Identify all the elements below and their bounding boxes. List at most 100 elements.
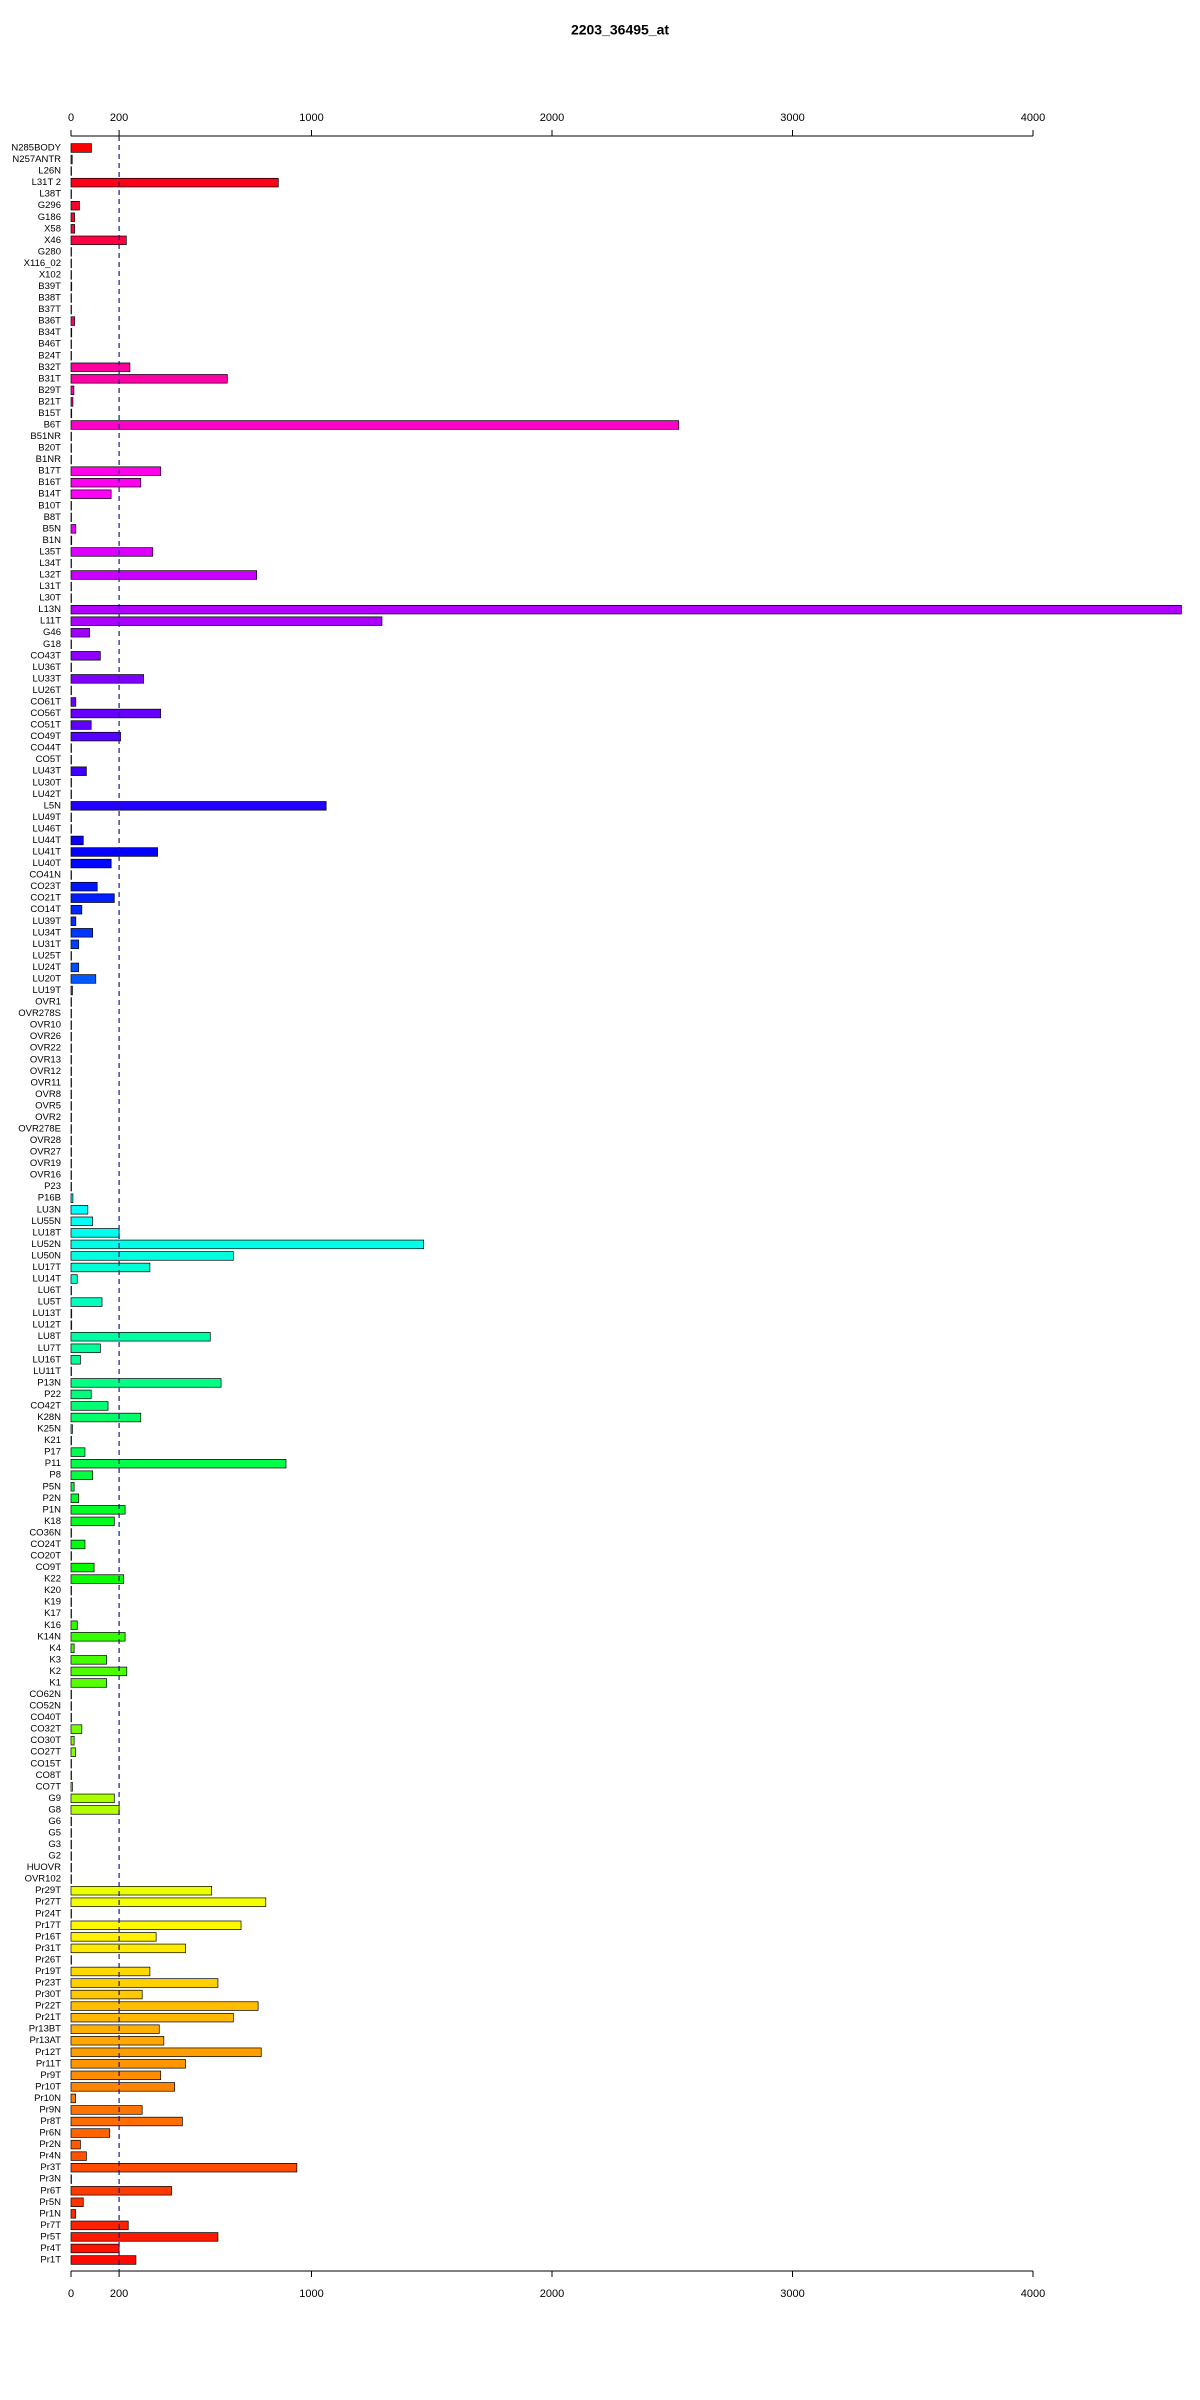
bar (70, 1620, 78, 1630)
y-tick-label: Pr31T (35, 1943, 61, 1954)
y-tick-label: CO8T (36, 1770, 62, 1781)
y-tick-label: G8 (48, 1804, 61, 1815)
bar (70, 1389, 92, 1400)
y-tick-label: B46T (38, 339, 61, 350)
bar (70, 616, 383, 626)
y-tick-label: B1NR (36, 454, 61, 465)
y-tick-label: Pr8T (40, 2116, 61, 2127)
bar (70, 881, 98, 892)
y-tick-label: B5N (43, 523, 62, 534)
y-tick-label: K17 (44, 1608, 61, 1619)
bar (70, 651, 101, 661)
y-tick-label: K28N (37, 1412, 61, 1423)
y-tick-label: Pr19T (35, 1966, 61, 1977)
bar (70, 1424, 73, 1434)
y-tick-label: Pr12T (35, 2047, 61, 2058)
y-tick-label: B8T (44, 512, 62, 523)
bar (70, 2024, 160, 2034)
y-tick-label: P23 (44, 1181, 61, 1192)
bar (70, 939, 80, 950)
bar (70, 2105, 143, 2115)
bar (70, 1966, 151, 1977)
bar (70, 1262, 151, 1273)
bar (70, 1932, 157, 1942)
bar (70, 570, 258, 580)
x-tick-label: 3000 (780, 112, 804, 124)
bar (70, 224, 75, 234)
bar (70, 2059, 186, 2069)
bar (70, 1332, 211, 1342)
y-tick-label: P17 (44, 1447, 61, 1458)
y-tick-label: G280 (38, 246, 61, 257)
bar (70, 858, 112, 869)
bar (70, 1678, 107, 1688)
bar (70, 1562, 95, 1573)
y-tick-label: G46 (43, 627, 61, 638)
y-tick-label: OVR10 (30, 1020, 61, 1031)
bar (70, 2255, 137, 2265)
bar (70, 1574, 125, 1584)
y-tick-label: OVR13 (30, 1054, 61, 1065)
bar (70, 2197, 84, 2207)
y-tick-label: LU43T (32, 766, 61, 777)
bar (70, 2036, 165, 2046)
y-tick-label: L30T (39, 593, 61, 604)
y-tick-label: B51NR (30, 431, 61, 442)
bar (70, 1251, 234, 1261)
bar (70, 535, 73, 546)
y-tick-label: P2N (43, 1493, 62, 1504)
bar (70, 1401, 109, 1411)
y-tick-label: LU42T (32, 789, 61, 800)
y-tick-label: N285BODY (11, 143, 61, 154)
bar (70, 547, 154, 557)
bar (70, 1920, 242, 1930)
y-tick-label: X46 (44, 235, 61, 246)
y-tick-label: LU26T (32, 685, 61, 696)
bar (70, 1470, 93, 1480)
bar (70, 2093, 76, 2104)
bar (70, 143, 92, 153)
bar (70, 766, 87, 776)
bar (70, 1793, 115, 1804)
y-tick-label: CO42T (30, 1400, 61, 1411)
y-tick-label: CO41N (29, 870, 61, 881)
y-tick-label: Pr11T (36, 2058, 61, 2069)
y-tick-label: K2 (49, 1666, 61, 1677)
y-tick-label: OVR26 (30, 1031, 61, 1042)
bar (70, 327, 73, 338)
y-tick-label: Pr9N (39, 2104, 61, 2115)
bar (70, 177, 279, 188)
y-tick-label: CO49T (30, 731, 61, 742)
bar (70, 420, 680, 430)
y-tick-label: Pr26T (35, 1954, 61, 1965)
bar (70, 962, 80, 973)
bar (70, 2151, 87, 2161)
y-tick-label: Pr3N (39, 2174, 61, 2185)
y-tick-label: K20 (44, 1585, 61, 1596)
bar (70, 2232, 219, 2242)
bar (70, 1805, 120, 1815)
y-tick-label: Pr10N (34, 2093, 61, 2104)
y-tick-label: LU24T (32, 962, 61, 973)
x-tick-label: 1000 (299, 2288, 323, 2300)
y-tick-label: LU16T (32, 1354, 61, 1365)
y-tick-label: G2 (48, 1851, 61, 1862)
y-tick-label: CO51T (30, 720, 61, 731)
y-tick-label: LU36T (32, 662, 61, 673)
bar (70, 2116, 183, 2127)
y-tick-label: Pr29T (35, 1885, 61, 1896)
bar (70, 2070, 162, 2081)
y-tick-label: B14T (38, 489, 61, 500)
y-tick-label: CO62N (29, 1689, 61, 1700)
bar (70, 1378, 222, 1388)
y-tick-label: G5 (48, 1827, 61, 1838)
bar (70, 604, 1182, 615)
y-tick-label: B39T (38, 281, 61, 292)
bar (70, 1205, 89, 1215)
y-tick-label: OVR1 (35, 997, 61, 1008)
bar (70, 408, 73, 419)
y-tick-label: CO5T (36, 754, 62, 765)
bar (70, 2162, 298, 2173)
y-tick-label: CO9T (36, 1562, 62, 1573)
y-tick-label: LU39T (32, 916, 61, 927)
